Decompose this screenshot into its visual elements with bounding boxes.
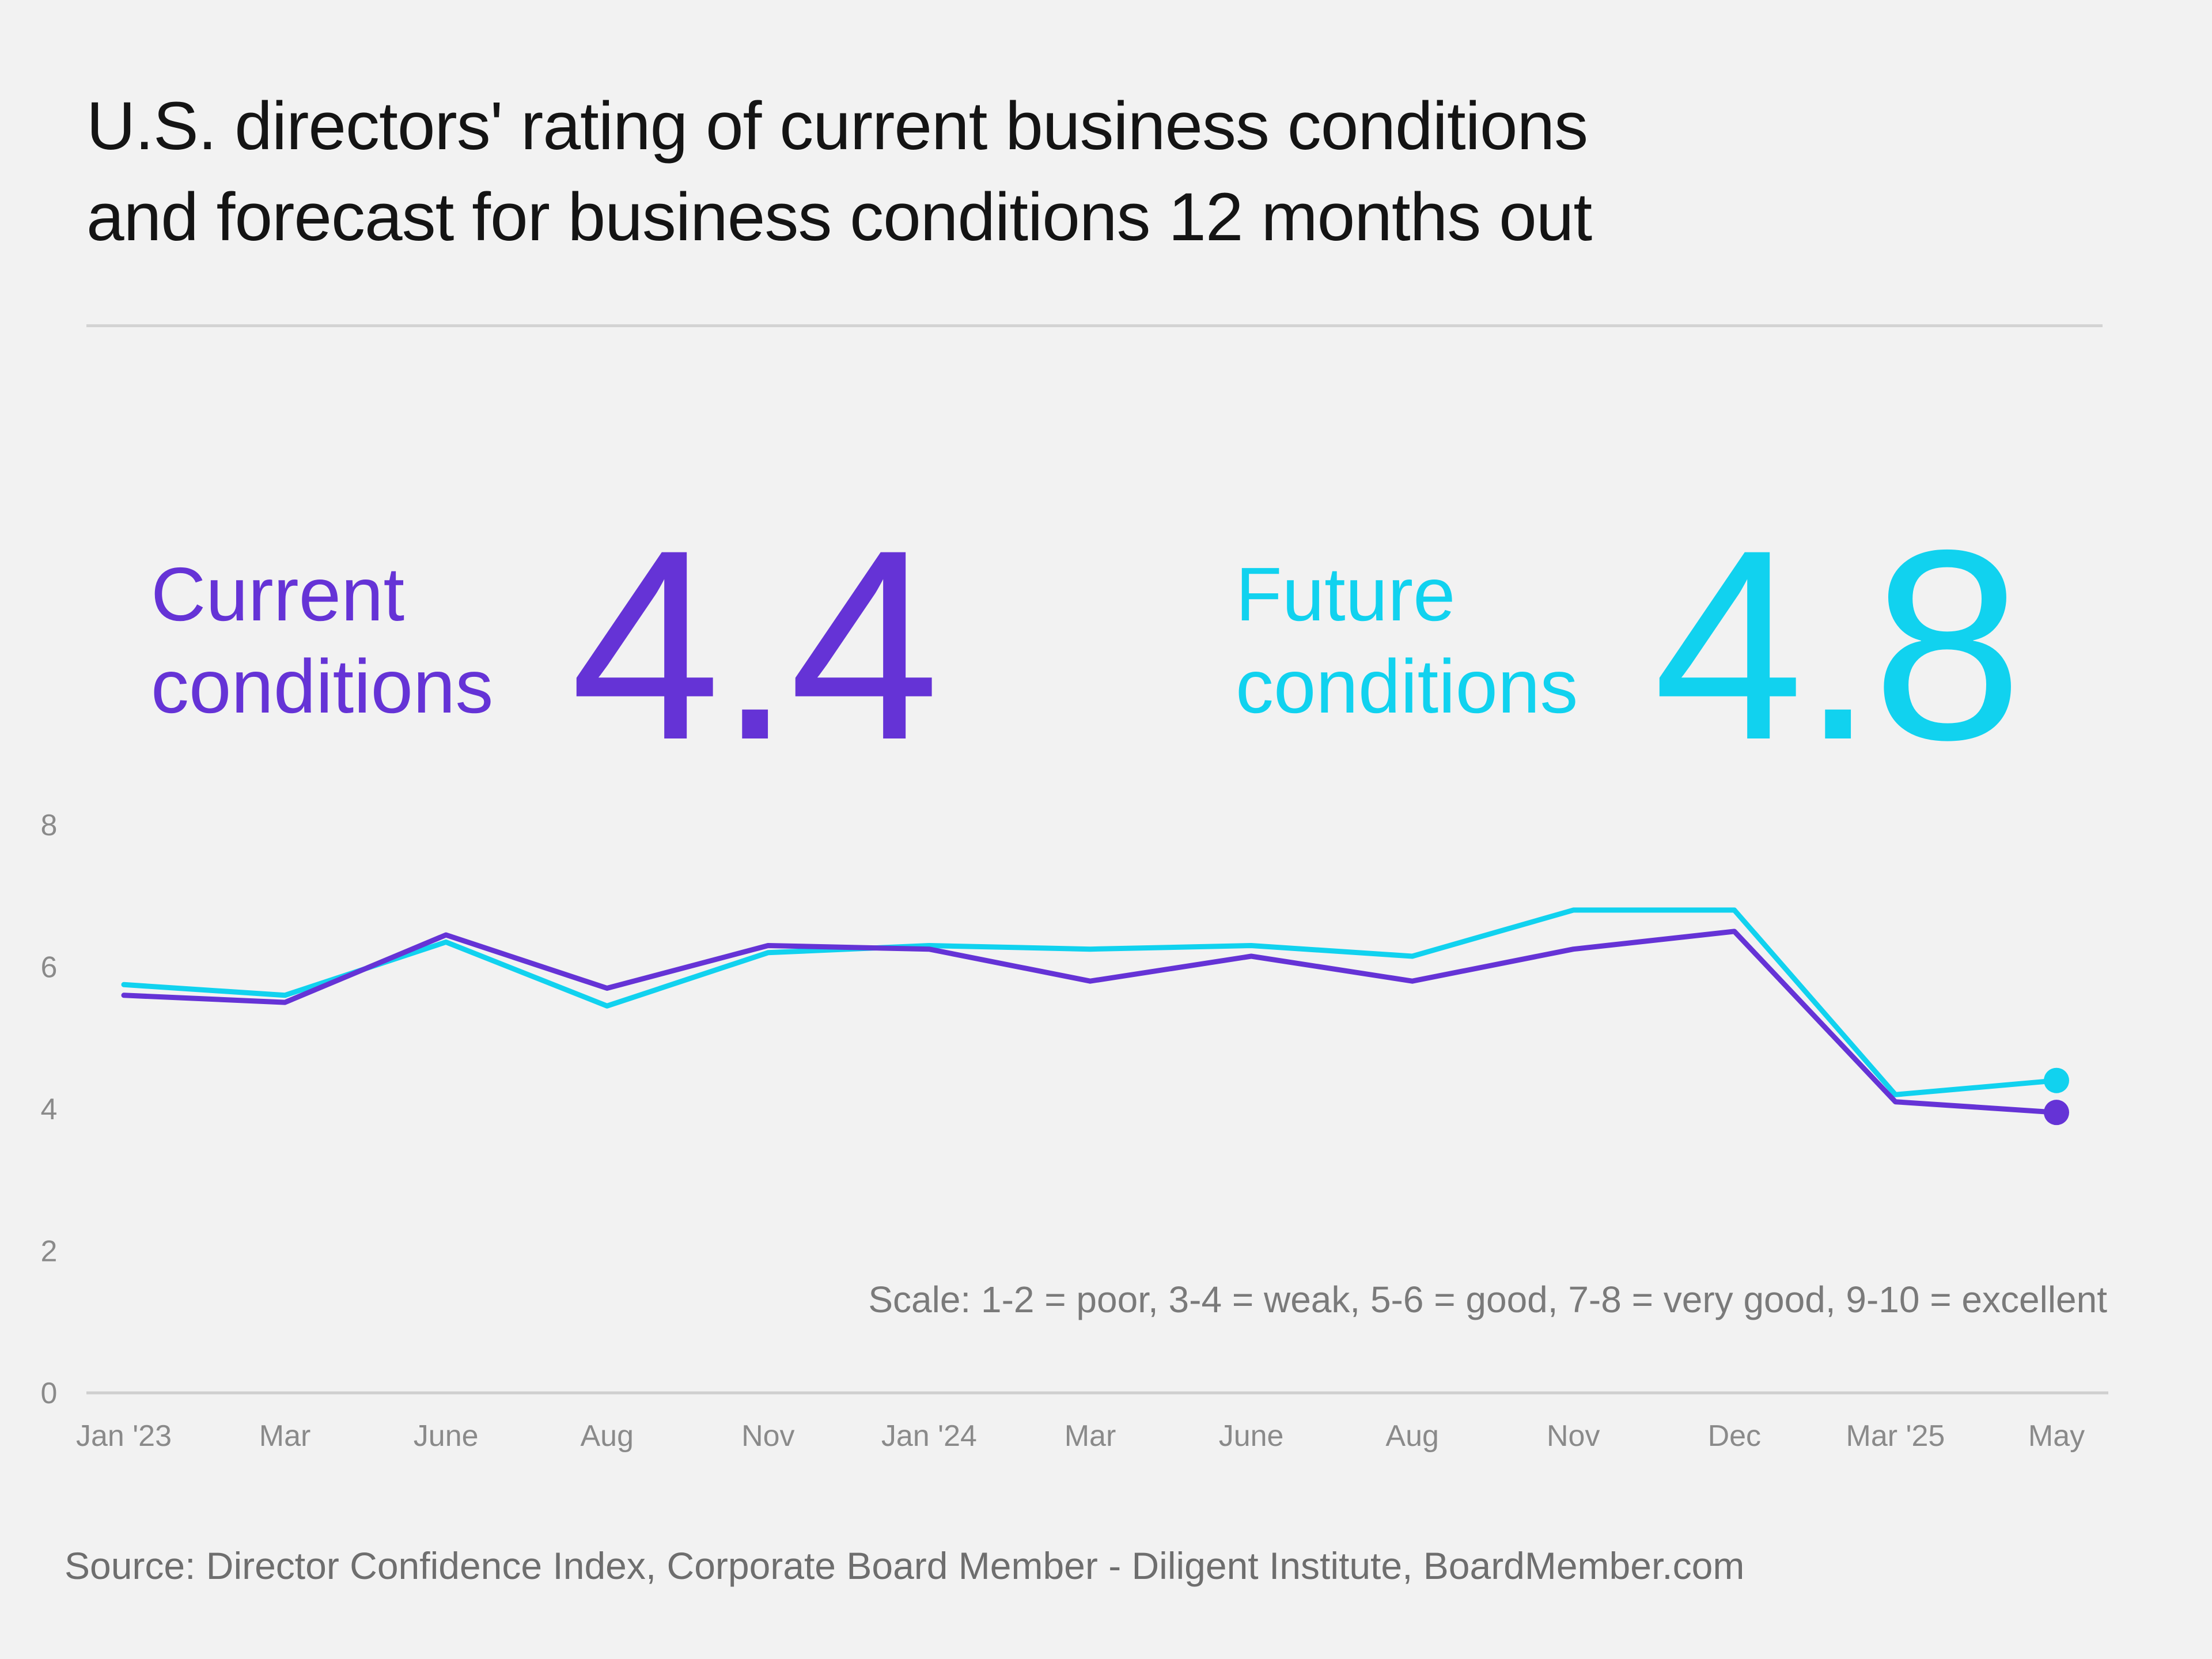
chart-title: U.S. directors' rating of current busine… <box>86 81 2103 263</box>
future-conditions-value: 4.8 <box>1653 494 2022 796</box>
scale-annotation: Scale: 1-2 = poor, 3-4 = weak, 5-6 = goo… <box>868 1279 2107 1320</box>
series-layer <box>121 907 2069 1126</box>
chart-title-line-2: and forecast for business conditions 12 … <box>86 179 1592 255</box>
current-conditions-label: Current conditions <box>151 548 493 733</box>
series-line-current-conditions <box>121 929 2059 1115</box>
x-tick-label: Mar <box>1065 1419 1116 1453</box>
x-tick-label: Jan '23 <box>76 1419 172 1453</box>
y-tick-label: 0 <box>41 1377 58 1410</box>
x-tick-label: Nov <box>741 1419 794 1453</box>
x-tick-label: May <box>2028 1419 2085 1453</box>
y-tick-label: 4 <box>41 1093 58 1126</box>
x-tick-label: Jan '24 <box>881 1419 977 1453</box>
x-tick-label: June <box>1219 1419 1284 1453</box>
series-end-marker <box>2044 1067 2069 1093</box>
series-line-future-conditions <box>121 907 2059 1097</box>
x-tick-label: June <box>414 1419 479 1453</box>
source-note: Source: Director Confidence Index, Corpo… <box>65 1544 1745 1587</box>
future-label-line-1: Future <box>1236 552 1456 637</box>
x-tick-label: Nov <box>1547 1419 1600 1453</box>
y-axis-ticks: 0 2 4 6 8 <box>41 809 58 1410</box>
future-conditions-label: Future conditions <box>1236 548 1578 733</box>
chart-title-line-1: U.S. directors' rating of current busine… <box>86 88 1588 164</box>
x-tick-label: Aug <box>1385 1419 1439 1453</box>
x-tick-label: Mar <box>259 1419 311 1453</box>
future-label-line-2: conditions <box>1236 644 1578 729</box>
y-tick-label: 2 <box>41 1235 58 1268</box>
current-label-line-1: Current <box>151 552 405 637</box>
x-tick-label: Aug <box>580 1419 634 1453</box>
y-tick-label: 6 <box>41 951 58 984</box>
x-tick-label: Dec <box>1708 1419 1761 1453</box>
series-end-marker <box>2044 1100 2069 1126</box>
current-label-line-2: conditions <box>151 644 494 729</box>
x-tick-label: Mar '25 <box>1846 1419 1945 1453</box>
title-divider <box>86 324 2103 327</box>
x-axis-ticks: Jan '23 Mar June Aug Nov Jan '24 Mar June Aug Nov… <box>76 1419 2085 1453</box>
current-conditions-value: 4.4 <box>570 494 940 796</box>
y-tick-label: 8 <box>41 809 58 842</box>
